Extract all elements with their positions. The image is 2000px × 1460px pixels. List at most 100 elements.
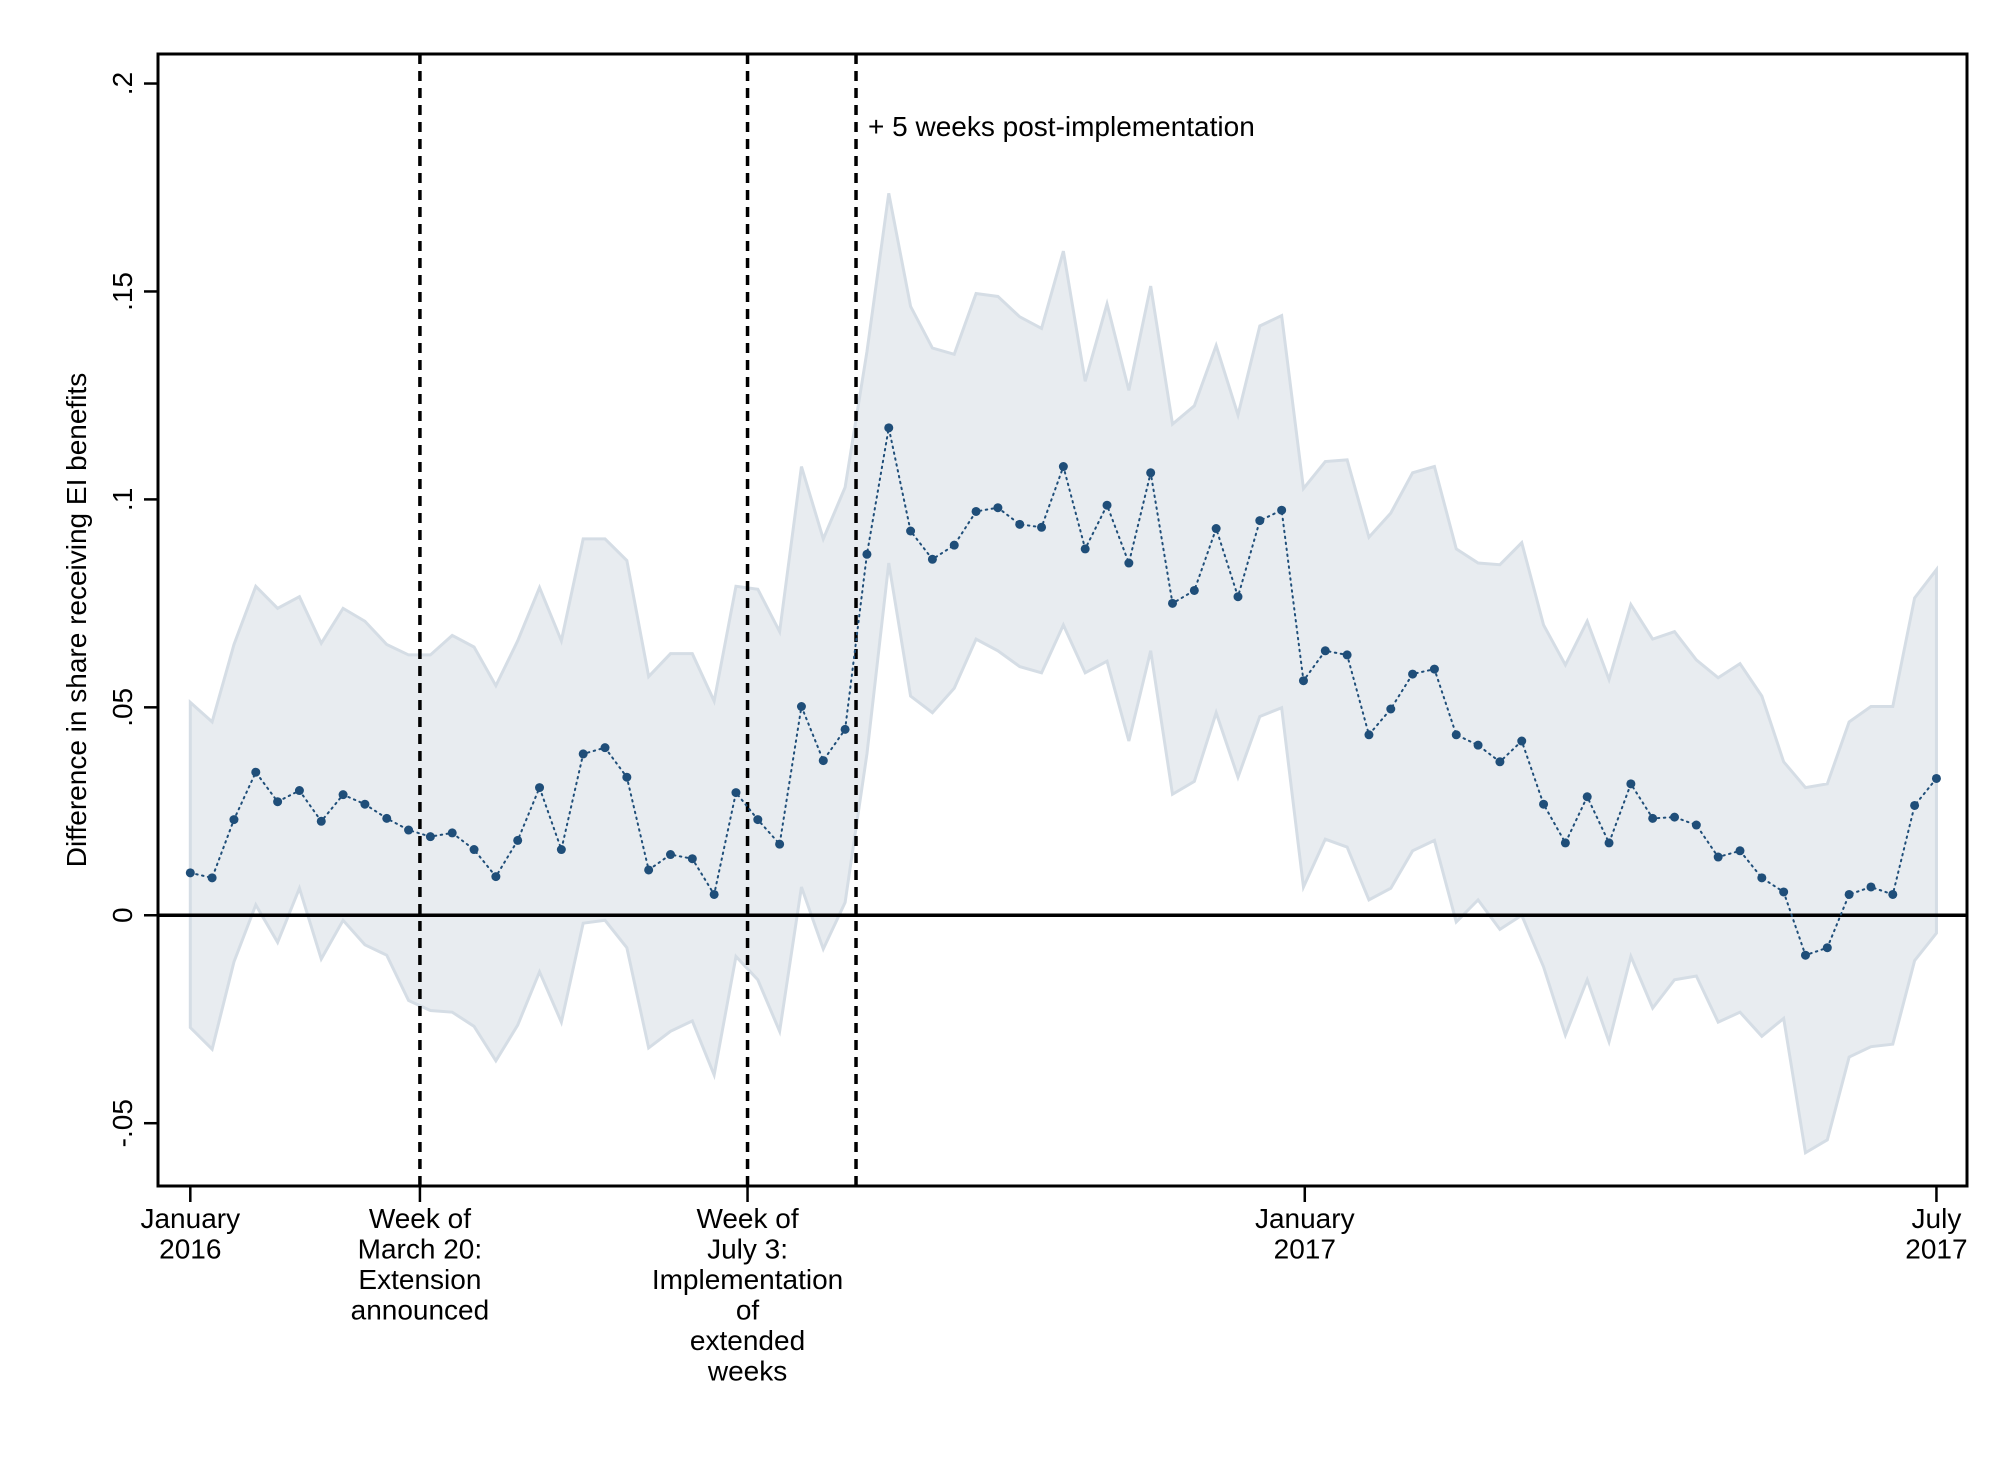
point [185,868,195,878]
x-tick-label-line: 2016 [159,1234,221,1265]
point [1168,598,1178,608]
point [1211,524,1221,534]
y-tick-label: .2 [107,72,138,95]
point [556,845,566,855]
point [491,872,501,882]
point [1255,516,1265,526]
point [1473,740,1483,750]
point [1539,799,1549,809]
x-tick-label-line: July 3: [707,1234,788,1265]
point [251,767,261,777]
point [404,825,414,835]
point [818,756,828,766]
point [273,797,283,807]
x-tick-label: Week of March 20: Extension announced [351,1203,490,1326]
point [840,724,850,734]
point [578,749,588,759]
point [665,850,675,860]
point [294,786,304,796]
x-tick-label: January 2017 [1255,1203,1355,1265]
point [927,554,937,564]
point [753,815,763,825]
point [949,540,959,550]
point [1517,736,1527,746]
point [1298,676,1308,686]
point [447,828,457,838]
point [1670,812,1680,822]
point [207,873,217,883]
y-tick-label: .15 [107,272,138,311]
point [709,889,719,899]
point [1691,820,1701,830]
point [1429,664,1439,674]
point [1015,519,1025,529]
x-tick-label: July 2017 [1905,1203,1967,1265]
x-tick-label-line: announced [351,1295,490,1326]
x-tick-label: Week of July 3: Implementation of extended we… [652,1203,843,1387]
x-tick-label-line: Week of [369,1203,471,1234]
point [1408,669,1418,679]
point [1888,889,1898,899]
point [513,835,523,845]
x-tick-label-line: extended [690,1325,805,1356]
point [1102,500,1112,510]
point [1626,779,1636,789]
point [338,790,348,800]
point [1124,558,1134,568]
x-tick-label-line: January [140,1203,240,1234]
point [884,423,894,433]
point [644,865,654,875]
x-tick-label: January 2016 [140,1203,240,1265]
y-tick-label: .1 [107,488,138,511]
point [360,799,370,809]
point [1560,838,1570,848]
plot-frame [156,52,1969,1188]
point [687,854,697,864]
point [731,788,741,798]
point [1451,730,1461,740]
point [1604,838,1614,848]
point [425,832,435,842]
point [1800,950,1810,960]
point [1866,882,1876,892]
point [1495,757,1505,767]
point [1757,873,1767,883]
y-axis-label: Difference in share receiving EI benefit… [61,373,92,867]
point [1648,813,1658,823]
point [993,503,1003,513]
confidence-band [188,193,1938,1156]
point [862,549,872,559]
x-tick-label-line: Extension [358,1264,481,1295]
y-tick-label: .05 [107,688,138,727]
point [1931,773,1941,783]
point [1320,646,1330,656]
x-tick-label-line: Implementation [652,1264,843,1295]
point [1910,800,1920,810]
point [796,702,806,712]
point [469,845,479,855]
point [1713,852,1723,862]
point [1779,887,1789,897]
x-tick-label-line: weeks [707,1356,787,1387]
point [1386,704,1396,714]
point [600,743,610,753]
x-tick-label-line: 2017 [1905,1234,1967,1265]
point [1277,505,1287,515]
annotation: + 5 weeks post-implementation [868,111,1255,142]
point [1822,943,1832,953]
point [382,813,392,823]
x-tick-label-line: January [1255,1203,1355,1234]
x-tick-label-line: Week of [696,1203,798,1234]
x-tick-label-line: July [1912,1203,1962,1234]
point [316,816,326,826]
point [906,526,916,536]
point [971,506,981,516]
point [1233,592,1243,602]
y-tick-label: -.05 [107,1099,138,1147]
point [229,815,239,825]
point [535,783,545,793]
point [1844,889,1854,899]
point [1735,846,1745,856]
point [1189,585,1199,595]
